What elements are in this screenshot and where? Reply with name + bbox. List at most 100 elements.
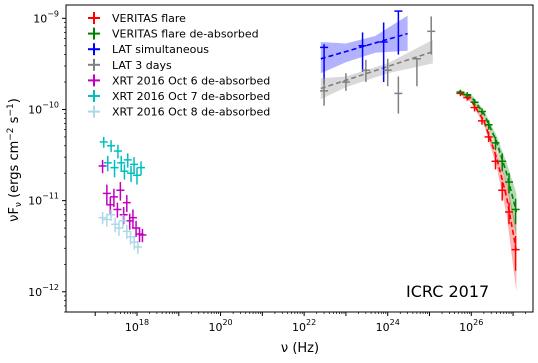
y-tick-label: 10−10	[28, 100, 59, 116]
x-tick-label: 1018	[125, 318, 149, 334]
x-tick-exp: 20	[222, 318, 232, 327]
x-axis-title: ν (Hz)	[281, 341, 319, 356]
point-lat-3-days	[383, 58, 392, 87]
legend-item-xrt-2016-oct-8-de-absorbed: XRT 2016 Oct 8 de-absorbed	[88, 105, 270, 119]
point-veritas-flare-de-absorbed	[463, 92, 472, 98]
x-tick-base: 10	[125, 321, 139, 334]
point-xrt-2016-oct-7-de-absorbed	[117, 155, 126, 172]
point-lat-3-days	[427, 16, 436, 55]
y-tick-base: 10	[28, 195, 42, 208]
x-tick-exp: 18	[139, 318, 149, 327]
point-xrt-2016-oct-8-de-absorbed	[118, 214, 127, 229]
series-veritas-flare	[456, 90, 520, 271]
y-tick-label: 10−9	[33, 9, 59, 25]
point-xrt-2016-oct-7-de-absorbed	[99, 136, 108, 148]
series-lat-simultaneous	[320, 10, 403, 85]
legend-label: XRT 2016 Oct 6 de-absorbed	[112, 74, 270, 87]
point-xrt-2016-oct-7-de-absorbed	[110, 159, 119, 178]
fit-veritas-flare	[458, 91, 518, 252]
y-tick-exp: −9	[47, 9, 59, 18]
legend: VERITAS flare VERITAS flare de-absorbed LA…	[88, 12, 270, 119]
y-axis-title-sup1: −2	[6, 127, 16, 140]
point-xrt-2016-oct-6-de-absorbed	[98, 159, 107, 174]
point-lat-simultaneous	[358, 32, 367, 72]
y-tick-exp: −12	[42, 283, 59, 292]
x-axis-ticks: 1018 1020 1022 1024 1026	[94, 312, 526, 334]
y-axis-title-s: s	[7, 116, 22, 127]
point-veritas-flare-de-absorbed	[491, 136, 500, 150]
point-xrt-2016-oct-7-de-absorbed	[120, 164, 129, 180]
point-lat-3-days	[320, 78, 329, 106]
legend-item-veritas-flare: VERITAS flare	[88, 12, 186, 25]
point-xrt-2016-oct-6-de-absorbed	[122, 195, 131, 213]
point-xrt-2016-oct-7-de-absorbed	[113, 144, 122, 159]
x-tick-label: 1020	[208, 318, 232, 334]
point-veritas-flare	[498, 182, 507, 201]
point-xrt-2016-oct-7-de-absorbed	[107, 140, 116, 153]
fit-veritas-flare-de-absorbed	[458, 90, 518, 213]
x-tick-label: 1024	[376, 318, 400, 334]
point-veritas-flare	[511, 235, 520, 271]
x-tick-label: 1026	[459, 318, 483, 334]
point-lat-3-days	[361, 59, 370, 83]
y-tick-base: 10	[28, 103, 42, 116]
x-tick-exp: 24	[390, 318, 400, 327]
legend-label: LAT 3 days	[112, 59, 172, 72]
model-curves	[320, 32, 518, 252]
y-axis-title-nu: νF	[7, 207, 22, 222]
point-xrt-2016-oct-7-de-absorbed	[137, 161, 146, 176]
point-xrt-2016-oct-8-de-absorbed	[102, 213, 111, 227]
y-tick-base: 10	[28, 286, 42, 299]
legend-label: XRT 2016 Oct 8 de-absorbed	[112, 106, 270, 119]
band-veritas-flare-de-absorbed	[458, 90, 517, 237]
legend-item-xrt-2016-oct-6-de-absorbed: XRT 2016 Oct 6 de-absorbed	[88, 74, 270, 87]
y-tick-exp: −11	[42, 192, 59, 201]
fit-lat-simultaneous	[320, 32, 408, 60]
point-lat-simultaneous	[379, 22, 388, 83]
point-veritas-flare	[505, 202, 514, 225]
point-xrt-2016-oct-6-de-absorbed	[113, 202, 122, 218]
point-xrt-2016-oct-8-de-absorbed	[107, 209, 116, 221]
point-veritas-flare	[484, 131, 493, 142]
point-xrt-2016-oct-6-de-absorbed	[116, 182, 125, 201]
x-tick-exp: 22	[306, 318, 316, 327]
point-veritas-flare-de-absorbed	[511, 198, 520, 225]
x-tick-base: 10	[376, 321, 390, 334]
point-veritas-flare-de-absorbed	[484, 120, 493, 130]
point-veritas-flare	[477, 116, 486, 125]
y-axis-title-sup2: −1	[6, 103, 16, 116]
series-xrt-2016-oct-6-de-absorbed	[98, 159, 147, 243]
point-lat-3-days	[394, 76, 403, 114]
confidence-bands	[320, 15, 517, 292]
point-veritas-flare-de-absorbed	[477, 108, 486, 115]
legend-item-xrt-2016-oct-7-de-absorbed: XRT 2016 Oct 7 de-absorbed	[88, 90, 270, 103]
point-xrt-2016-oct-6-de-absorbed	[128, 209, 137, 229]
point-xrt-2016-oct-6-de-absorbed	[106, 196, 115, 215]
x-tick-base: 10	[459, 321, 473, 334]
fit-lat-3-days	[320, 50, 434, 90]
point-xrt-2016-oct-7-de-absorbed	[132, 167, 141, 185]
legend-label: VERITAS flare	[112, 12, 186, 25]
point-veritas-flare-de-absorbed	[505, 173, 514, 194]
legend-item-lat-3-days: LAT 3 days	[88, 58, 172, 72]
legend-label: LAT simultaneous	[112, 43, 209, 56]
y-axis-title-close: )	[7, 98, 22, 103]
y-axis-title-sub: ν	[14, 202, 24, 207]
data-points	[98, 10, 520, 271]
legend-label: VERITAS flare de-absorbed	[112, 28, 259, 41]
legend-item-lat-simultaneous: LAT simultaneous	[88, 43, 209, 56]
point-lat-3-days	[341, 73, 350, 91]
point-xrt-2016-oct-6-de-absorbed	[138, 228, 147, 243]
x-tick-label: 1022	[292, 318, 316, 334]
point-lat-3-days	[412, 58, 421, 87]
point-xrt-2016-oct-7-de-absorbed	[103, 155, 112, 172]
point-xrt-2016-oct-8-de-absorbed	[133, 241, 142, 254]
band-lat-simultaneous	[320, 15, 408, 74]
annotation-label: ICRC 2017	[406, 282, 489, 301]
point-veritas-flare-de-absorbed	[470, 99, 479, 106]
point-xrt-2016-oct-7-de-absorbed	[130, 157, 139, 174]
point-veritas-flare-de-absorbed	[498, 153, 507, 172]
legend-item-veritas-flare-de-absorbed: VERITAS flare de-absorbed	[88, 28, 259, 41]
series-xrt-2016-oct-7-de-absorbed	[99, 136, 146, 185]
